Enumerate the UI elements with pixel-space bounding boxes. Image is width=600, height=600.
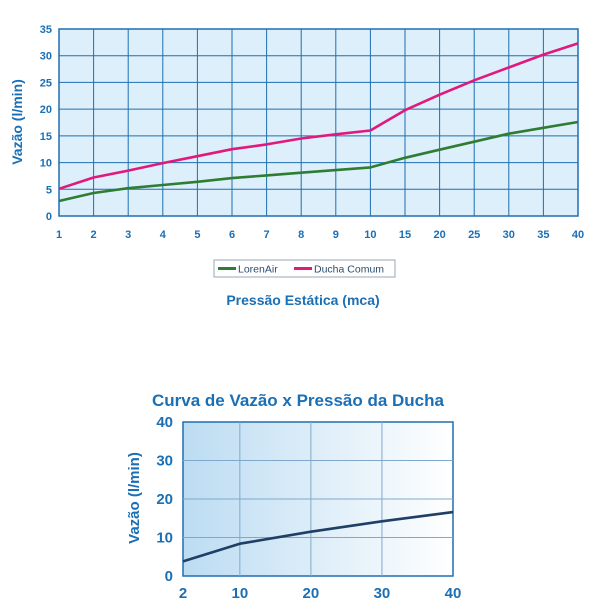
y-tick-label: 30 — [156, 453, 173, 470]
chart-1-y-ticks: 0 5 10 15 20 25 30 35 — [40, 24, 52, 223]
x-tick-label: 25 — [468, 229, 480, 241]
y-tick-label: 0 — [165, 568, 173, 585]
x-tick-label: 6 — [229, 229, 235, 241]
y-tick-label: 10 — [40, 158, 52, 170]
x-tick-label: 15 — [399, 229, 411, 241]
chart-1-legend: LorenAir Ducha Comum — [213, 259, 396, 278]
series-line — [182, 510, 454, 563]
y-tick-label: 20 — [40, 104, 52, 116]
y-tick-label: 15 — [40, 131, 52, 143]
y-tick-label: 40 — [156, 414, 173, 431]
x-tick-label: 40 — [445, 585, 462, 600]
series-line-lorenair — [58, 120, 579, 203]
x-tick-label: 5 — [194, 229, 200, 241]
y-tick-label: 10 — [156, 530, 173, 547]
chart-2-y-axis-label: Vazão (l/min) — [126, 452, 143, 544]
chart-2-x-ticks: 2 10 20 30 40 — [179, 585, 462, 600]
x-tick-label: 10 — [231, 585, 248, 600]
x-tick-label: 40 — [572, 229, 584, 241]
legend-label-lorenair: LorenAir — [238, 264, 278, 276]
y-tick-label: 0 — [46, 211, 52, 223]
x-tick-label: 35 — [537, 229, 549, 241]
y-tick-label: 25 — [40, 77, 52, 89]
x-tick-label: 1 — [56, 229, 62, 241]
chart-1-y-axis-label: Vazão (l/min) — [9, 79, 25, 165]
chart-1-plot-area — [58, 28, 579, 217]
chart-1-x-ticks: 1 2 3 4 5 6 7 8 9 10 15 20 25 30 35 40 — [56, 229, 584, 241]
chart-2-grid — [183, 422, 453, 576]
chart-1-series — [58, 42, 579, 203]
x-tick-label: 9 — [333, 229, 339, 241]
series-line-ducha-comum — [58, 42, 579, 191]
x-tick-label: 4 — [160, 229, 167, 241]
x-tick-label: 10 — [364, 229, 376, 241]
y-tick-label: 20 — [156, 491, 173, 508]
x-tick-label: 7 — [264, 229, 270, 241]
x-tick-label: 3 — [125, 229, 131, 241]
chart-2-y-ticks: 0 10 20 30 40 — [156, 414, 173, 585]
x-tick-label: 30 — [503, 229, 515, 241]
chart-1-grid — [59, 29, 578, 216]
y-tick-label: 5 — [46, 184, 52, 196]
y-tick-label: 35 — [40, 24, 52, 36]
chart-2-series — [182, 510, 454, 563]
x-tick-label: 30 — [374, 585, 391, 600]
legend-label-ducha-comum: Ducha Comum — [314, 264, 384, 276]
chart-2-title: Curva de Vazão x Pressão da Ducha — [152, 391, 445, 410]
x-tick-label: 20 — [433, 229, 445, 241]
x-tick-label: 20 — [303, 585, 320, 600]
x-tick-label: 2 — [91, 229, 97, 241]
chart-2: Curva de Vazão x Pressão da Ducha 0 10 20 3… — [126, 391, 461, 600]
x-tick-label: 8 — [298, 229, 304, 241]
x-tick-label: 2 — [179, 585, 187, 600]
chart-1: 0 5 10 15 20 25 30 35 1 2 3 4 5 6 7 8 9 10 15 20 25 30 35 40 V… — [9, 24, 584, 308]
y-tick-label: 30 — [40, 51, 52, 63]
chart-1-x-axis-label: Pressão Estática (mca) — [226, 292, 379, 308]
